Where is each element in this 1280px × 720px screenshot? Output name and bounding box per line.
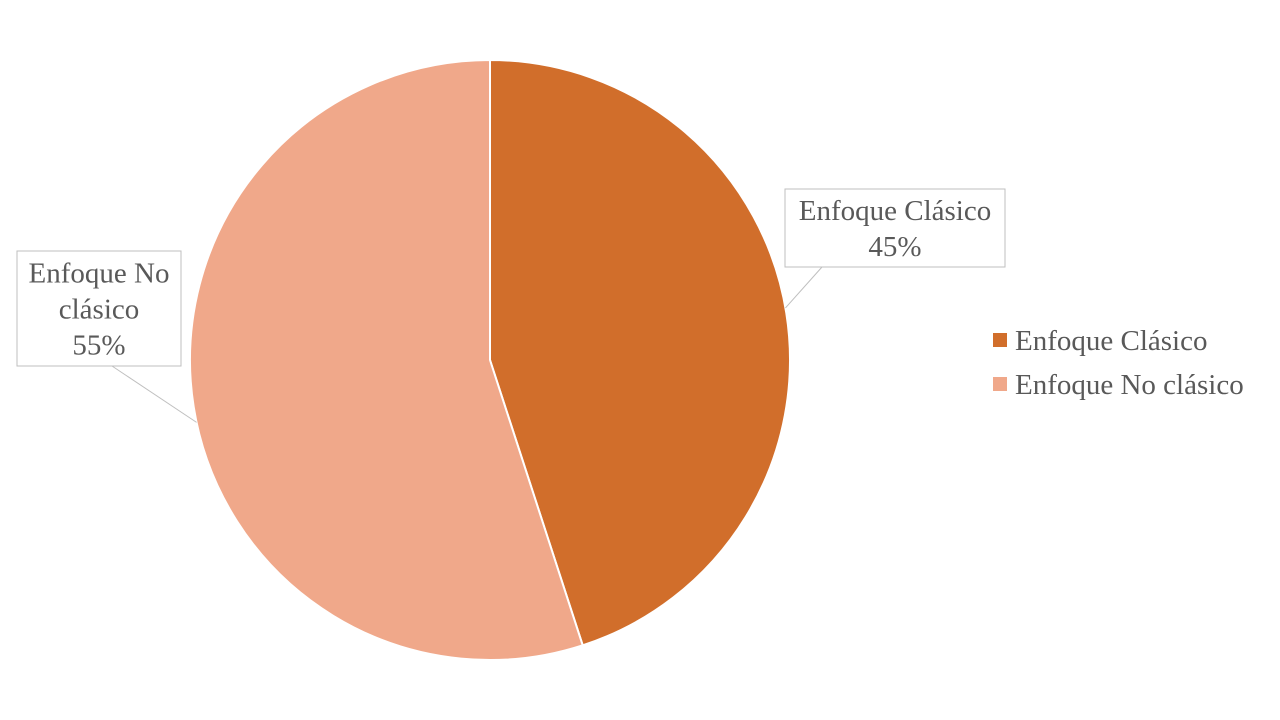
data-label-enfoque-clasico-line-2: 45% (868, 231, 921, 263)
data-label-enfoque-no-clasico-line-3: 55% (72, 330, 125, 362)
data-label-box (784, 188, 1006, 268)
data-label-enfoque-no-clasico-line-1: Enfoque No (29, 258, 170, 290)
pie-slice-enfoque-clasico (489, 59, 791, 647)
legend-swatch-enfoque-clasico (993, 333, 1007, 347)
leader-line-enfoque-no-clasico (111, 365, 197, 423)
pie-slices (189, 59, 791, 661)
leader-line-enfoque-clasico (785, 266, 823, 309)
data-label-enfoque-clasico-line-1: Enfoque Clásico (799, 195, 991, 227)
legend-label-enfoque-no-clasico: Enfoque No clásico (1015, 369, 1244, 401)
data-labels: Enfoque Clásico 45% Enfoque No clásico 55% (16, 188, 1006, 367)
data-label-box (16, 250, 182, 367)
leader-lines (111, 266, 823, 423)
legend: Enfoque Clásico Enfoque No clásico (993, 325, 1244, 401)
data-label-enfoque-no-clasico-line-2: clásico (59, 294, 140, 326)
legend-swatch-enfoque-no-clasico (993, 377, 1007, 391)
pie-slice-enfoque-no-clasico (189, 59, 584, 661)
legend-label-enfoque-clasico: Enfoque Clásico (1015, 325, 1207, 357)
